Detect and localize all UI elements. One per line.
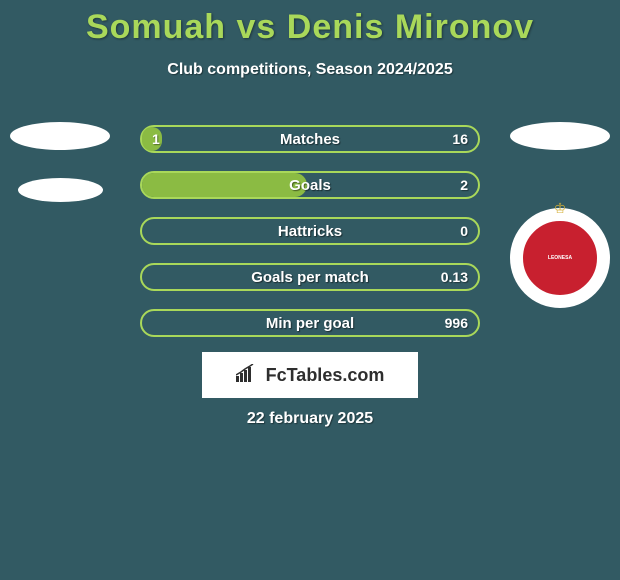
branding-text: FcTables.com (266, 365, 385, 386)
player-right-avatar: ♔ LEONESA (505, 110, 615, 220)
stat-right-value: 0 (460, 223, 468, 239)
date-text: 22 february 2025 (0, 410, 620, 428)
page-title: Somuah vs Denis Mironov (0, 0, 620, 47)
stat-label: Hattricks (142, 223, 478, 240)
avatar-placeholder-shape (510, 122, 610, 150)
stat-right-value: 2 (460, 177, 468, 193)
club-badge-inner: LEONESA (521, 219, 599, 297)
stat-label: Goals per match (142, 269, 478, 286)
club-badge: ♔ LEONESA (510, 208, 610, 308)
branding-box: FcTables.com (202, 352, 418, 398)
avatar-placeholder-shape (18, 178, 103, 202)
stat-label: Min per goal (142, 315, 478, 332)
club-label: LEONESA (523, 255, 597, 261)
player-left-avatar (5, 110, 115, 220)
stat-row: Goals per match0.13 (140, 263, 480, 291)
stat-right-value: 996 (445, 315, 468, 331)
avatar-placeholder-shape (10, 122, 110, 150)
stat-label: Goals (142, 177, 478, 194)
stat-row: Goals2 (140, 171, 480, 199)
subtitle: Club competitions, Season 2024/2025 (0, 61, 620, 79)
stats-panel: 1Matches16 Goals2 Hattricks0 Goals per matc… (140, 125, 480, 355)
stat-row: Hattricks0 (140, 217, 480, 245)
infographic-container: Somuah vs Denis Mironov Club competition… (0, 0, 620, 580)
stat-right-value: 16 (452, 131, 468, 147)
stat-row: Min per goal996 (140, 309, 480, 337)
stat-label: Matches (142, 131, 478, 148)
stat-right-value: 0.13 (441, 269, 468, 285)
stat-row: 1Matches16 (140, 125, 480, 153)
crown-icon: ♔ (554, 200, 567, 217)
chart-icon (236, 364, 258, 387)
